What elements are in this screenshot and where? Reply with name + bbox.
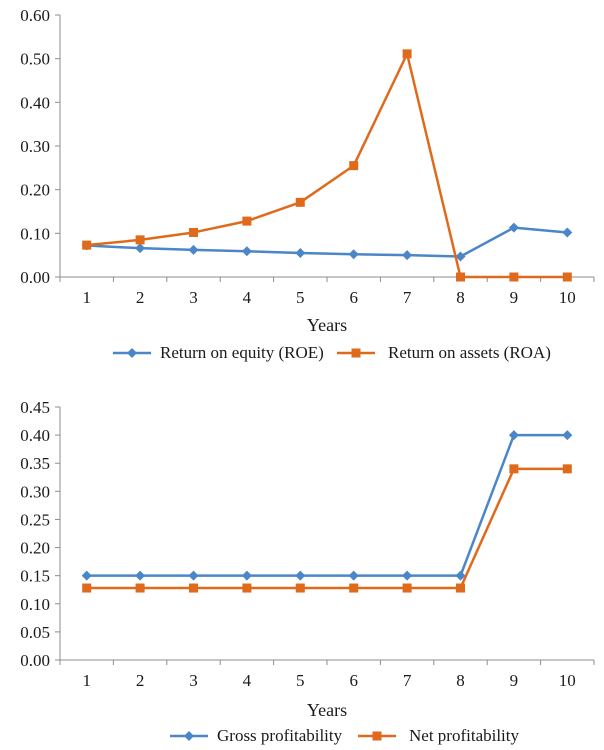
data-point-0-6 (402, 570, 413, 581)
data-point-0-7 (455, 570, 466, 581)
data-point-1-3 (242, 216, 252, 226)
legend-marker-0 (127, 348, 137, 358)
x-tick-label: 7 (403, 671, 412, 690)
data-point-1-0 (82, 583, 92, 593)
data-point-0-8 (508, 430, 519, 441)
x-tick-label: 3 (189, 671, 198, 690)
x-tick-label: 3 (189, 288, 198, 307)
x-tick-label: 1 (82, 288, 91, 307)
y-tick-label: 0.25 (20, 510, 50, 529)
data-point-1-9 (562, 272, 572, 282)
y-tick-label: 0.00 (20, 651, 50, 670)
legend-marker-1 (351, 348, 361, 358)
x-tick-label: 9 (510, 288, 519, 307)
y-tick-label: 0.35 (20, 454, 50, 473)
data-point-0-6 (402, 250, 413, 261)
data-point-1-7 (456, 272, 465, 282)
x-tick-label: 8 (456, 288, 465, 307)
data-point-0-0 (81, 570, 92, 581)
y-tick-label: 0.00 (20, 268, 50, 287)
x-tick-label: 2 (136, 671, 145, 690)
data-point-0-2 (188, 570, 199, 581)
y-tick-label: 0.30 (20, 482, 50, 501)
x-tick-label: 8 (456, 671, 465, 690)
data-point-1-8 (509, 464, 519, 474)
x-axis-title: Years (307, 700, 347, 720)
x-tick-label: 2 (136, 288, 145, 307)
profitability-chart: 0.00 0.05 0.10 0.15 0.20 0.25 0.30 0.35 0.40 0.45… (20, 398, 595, 745)
series-line-1 (86, 52, 568, 279)
data-point-0-3 (241, 570, 252, 581)
y-tick-label: 0.60 (20, 6, 50, 25)
y-tick-label: 0.30 (20, 137, 50, 156)
x-tick-label: 1 (82, 671, 91, 690)
x-tick-label: 9 (510, 671, 519, 690)
y-tick-label: 0.10 (20, 224, 50, 243)
y-tick-label: 0.20 (20, 539, 50, 558)
data-point-0-7 (455, 251, 466, 262)
data-point-1-1 (135, 583, 145, 593)
data-point-1-8 (509, 272, 519, 282)
data-point-0-9 (562, 430, 573, 441)
series-line-1 (86, 467, 568, 590)
x-tick-label: 5 (296, 288, 305, 307)
series-line-0 (86, 433, 568, 577)
legend-label-0: Return on equity (ROE) (160, 343, 324, 362)
data-point-0-1 (135, 570, 146, 581)
y-tick-label: 0.45 (20, 398, 50, 417)
roe-roa-chart: 0.00 0.10 0.20 0.30 0.40 0.50 0.60 1 2 3 4 5 6 7 8 9 10 Y… (20, 6, 595, 362)
data-point-1-9 (562, 464, 572, 474)
x-tick-label: 6 (349, 288, 358, 307)
data-point-1-6 (402, 583, 412, 593)
x-tick-label: 6 (349, 671, 358, 690)
data-point-0-9 (562, 227, 573, 238)
x-tick-label: 5 (296, 671, 305, 690)
y-tick-label: 0.40 (20, 93, 50, 112)
y-tick-label: 0.50 (20, 50, 50, 69)
legend-marker-0 (184, 731, 194, 741)
data-point-1-0 (82, 240, 92, 250)
legend-label-1: Return on assets (ROA) (388, 343, 551, 362)
y-tick-label: 0.40 (20, 426, 50, 445)
data-point-0-8 (508, 222, 519, 233)
data-point-1-4 (295, 583, 305, 593)
data-point-0-4 (295, 247, 306, 258)
x-axis-title: Years (307, 315, 347, 335)
data-point-0-4 (295, 570, 306, 581)
data-point-1-2 (189, 227, 198, 237)
x-tick-label: 10 (559, 671, 576, 690)
data-point-0-5 (348, 249, 359, 260)
y-tick-label: 0.15 (20, 567, 50, 586)
series-line-0 (86, 226, 568, 258)
data-point-0-3 (241, 246, 252, 257)
x-tick-label: 4 (243, 288, 252, 307)
data-point-0-1 (135, 243, 146, 254)
data-point-0-2 (188, 244, 199, 255)
data-point-1-1 (135, 235, 145, 245)
data-point-1-3 (242, 583, 252, 593)
data-point-0-5 (348, 570, 359, 581)
data-point-1-6 (402, 49, 412, 59)
legend-label-0: Gross profitability (217, 726, 343, 745)
y-tick-label: 0.05 (20, 623, 50, 642)
y-tick-label: 0.20 (20, 181, 50, 200)
data-point-1-5 (349, 161, 359, 171)
data-point-1-5 (349, 583, 359, 593)
x-tick-label: 4 (243, 671, 252, 690)
data-point-1-4 (295, 197, 305, 207)
y-tick-label: 0.10 (20, 595, 50, 614)
data-point-1-2 (189, 583, 198, 593)
x-tick-label: 7 (403, 288, 412, 307)
legend-marker-1 (372, 731, 382, 741)
data-point-1-7 (456, 583, 465, 593)
x-tick-label: 10 (559, 288, 576, 307)
legend-label-1: Net profitability (409, 726, 520, 745)
